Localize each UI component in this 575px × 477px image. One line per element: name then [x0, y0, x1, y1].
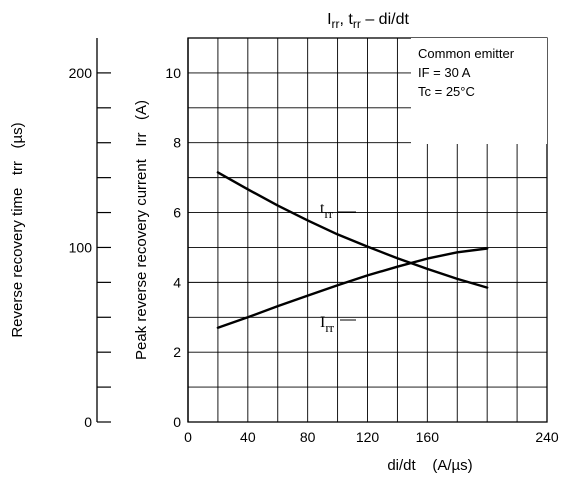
annotation-line-2: IF = 30 A	[418, 65, 471, 80]
x-tick-label: 160	[416, 429, 440, 445]
x-tick-label: 80	[300, 429, 316, 445]
outer-y-tick-label: 100	[69, 239, 93, 255]
chart-title: Irr, trr – di/dt	[327, 11, 409, 31]
x-tick-label: 40	[240, 429, 256, 445]
annotation-line-1: Common emitter	[418, 46, 515, 61]
series-label-irr: Irr	[320, 314, 335, 335]
outer-y-tick-label: 0	[84, 414, 92, 430]
x-tick-label: 120	[356, 429, 380, 445]
x-tick-label: 0	[184, 429, 192, 445]
inner-y-tick-label: 6	[173, 205, 181, 221]
annotation-line-3: Tc = 25°C	[418, 84, 475, 99]
inner-y-tick-label: 10	[165, 65, 181, 81]
outer-y-axis-label: Reverse recovery time trr (µs)	[9, 122, 26, 337]
inner-y-tick-label: 2	[173, 344, 181, 360]
inner-y-tick-label: 4	[173, 274, 181, 290]
inner-y-tick-label: 0	[173, 414, 181, 430]
x-axis-label: di/dt (A/µs)	[387, 457, 472, 474]
series-label-trr: trr	[320, 200, 334, 221]
series-line-irr	[216, 247, 489, 329]
annotation-box	[411, 38, 547, 144]
x-tick-label: 240	[535, 429, 559, 445]
outer-y-tick-label: 200	[69, 65, 93, 81]
series-line-trr	[216, 171, 489, 289]
inner-y-axis-label: Peak reverse recovery current Irr (A)	[133, 100, 150, 360]
inner-y-tick-label: 8	[173, 135, 181, 151]
